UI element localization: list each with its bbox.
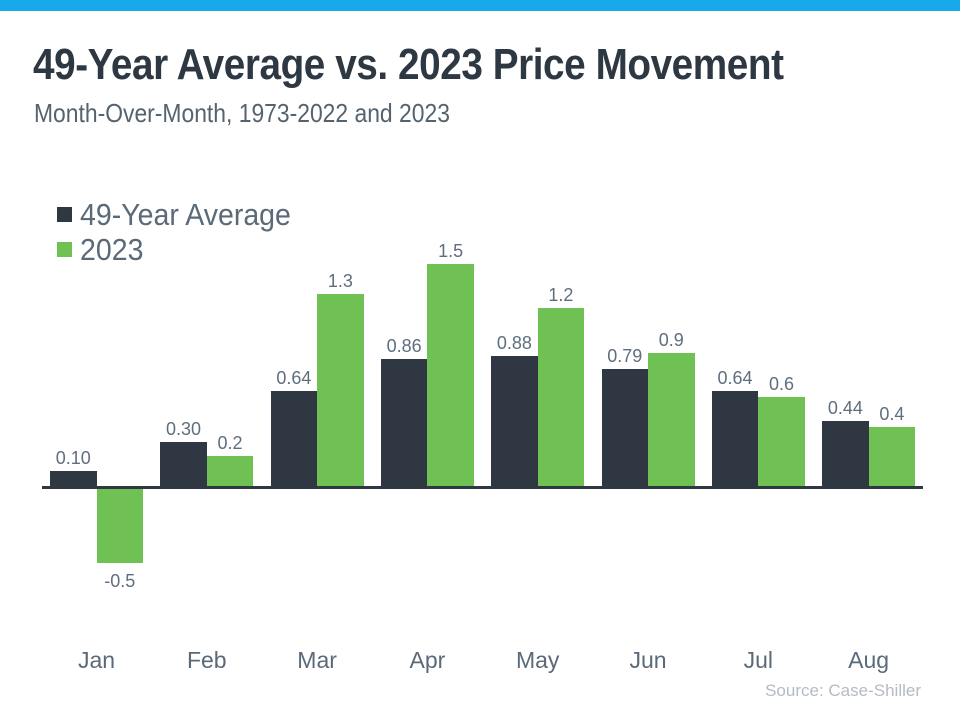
x-axis-line	[42, 486, 923, 489]
bar-value-label-2023-jul: 0.6	[769, 374, 795, 395]
bar-value-label-2023-feb: 0.2	[217, 433, 243, 454]
legend-item-49-year-average: 49-Year Average	[57, 197, 309, 232]
bar-value-label-2023-aug: 0.4	[879, 403, 905, 424]
bar-value-label-2023-may: 1.2	[548, 285, 574, 306]
bar-2023-feb	[206, 456, 254, 486]
page-subtitle: Month-Over-Month, 1973-2022 and 2023	[34, 98, 450, 128]
bar-value-label-49yr-average-may: 0.88	[496, 332, 532, 353]
bar-value-label-2023-apr: 1.5	[438, 241, 464, 261]
bar-value-label-2023-mar: 1.3	[327, 270, 353, 291]
bar-value-label-2023-jun: 0.9	[658, 329, 684, 350]
bar-2023-jul	[758, 397, 805, 486]
bar-2023-may	[537, 308, 585, 486]
bar-49yr-average-mar	[270, 391, 318, 486]
bar-value-label-49yr-average-aug: 0.44	[827, 397, 863, 418]
bar-value-label-49yr-average-jun: 0.79	[607, 346, 643, 367]
bar-2023-apr	[427, 264, 474, 486]
legend: 49-Year Average 2023	[57, 197, 309, 267]
bar-2023-jan	[96, 489, 143, 563]
bar-2023-mar	[317, 293, 364, 486]
top-accent-bar	[0, 0, 960, 11]
bar-2023-jun	[648, 352, 695, 486]
bar-2023-aug	[868, 426, 916, 486]
bar-value-label-49yr-average-mar: 0.64	[276, 368, 312, 389]
x-axis-label-jan: Jan	[77, 647, 116, 673]
bar-49yr-average-jan	[50, 471, 97, 486]
bar-value-label-49yr-average-jul: 0.64	[717, 368, 753, 389]
bar-value-label-49yr-average-jan: 0.10	[55, 448, 91, 469]
x-axis-label-apr: Apr	[409, 647, 446, 673]
source-note: Source: Case-Shiller	[765, 681, 921, 700]
bar-value-label-49yr-average-feb: 0.30	[166, 418, 202, 439]
x-axis-label-mar: Mar	[297, 647, 337, 673]
bar-49yr-average-feb	[160, 441, 207, 486]
bar-49yr-average-jul	[711, 391, 759, 486]
bar-value-label-49yr-average-apr: 0.86	[386, 335, 422, 356]
legend-swatch-2023	[57, 242, 72, 257]
legend-item-2023: 2023	[57, 232, 309, 267]
x-axis-label-aug: Aug	[848, 647, 890, 673]
legend-label-2023: 2023	[80, 231, 144, 267]
x-axis-label-feb: Feb	[186, 647, 227, 673]
legend-label-49-year-average: 49-Year Average	[80, 196, 291, 232]
x-axis-label-may: May	[515, 647, 560, 673]
bar-49yr-average-jun	[601, 369, 648, 486]
bar-49yr-average-apr	[380, 358, 428, 486]
x-axis-label-jul: Jul	[743, 647, 773, 673]
bar-49yr-average-aug	[822, 420, 869, 486]
bar-value-label-2023-jan: -0.5	[104, 571, 136, 591]
page-title: 49-Year Average vs. 2023 Price Movement	[33, 40, 784, 89]
legend-swatch-49-year-average	[57, 207, 72, 222]
bar-49yr-average-may	[491, 355, 538, 486]
x-axis-label-jun: Jun	[629, 647, 667, 673]
